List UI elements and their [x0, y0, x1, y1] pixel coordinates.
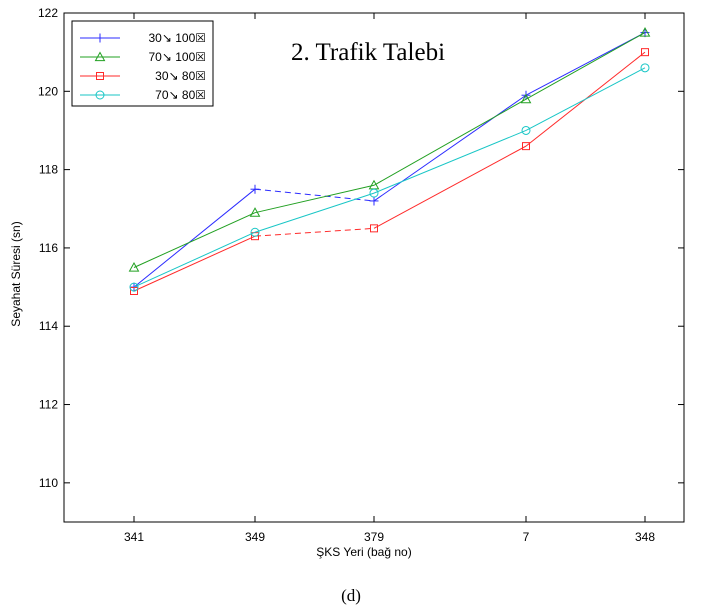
data-point: [129, 282, 139, 292]
x-tick-label: 7: [523, 530, 530, 544]
x-axis-label: ŞKS Yeri (bağ no): [316, 545, 411, 559]
x-tick-label: 379: [364, 530, 384, 544]
x-tick-label: 349: [245, 530, 265, 544]
y-axis: 110 112 114 116 118 120 122: [38, 6, 684, 490]
y-tick-label: 110: [39, 476, 58, 490]
data-point: [640, 63, 650, 73]
x-tick-label: 348: [635, 530, 655, 544]
series-segment: [525, 32, 646, 100]
series-segment: [525, 67, 646, 131]
legend-swatch-marker: [95, 33, 105, 43]
series-segment: [133, 231, 256, 288]
legend-label: 30↘ 100☒: [148, 31, 206, 45]
legend-label: 70↘ 100☒: [148, 50, 206, 64]
data-point: [641, 48, 649, 57]
data-point: [639, 27, 651, 37]
legend-swatch-marker: [95, 90, 105, 100]
data-point: [520, 93, 532, 104]
line-chart: 110 112 114 116 118 120 122 341 349 379 7 348 30↘ …: [9, 6, 685, 559]
data-point: [369, 196, 379, 206]
series-segment: [373, 94, 527, 202]
data-point: [521, 125, 531, 135]
data-point: [128, 261, 140, 272]
series-segment: [525, 32, 646, 96]
series-segment: [373, 129, 527, 194]
legend-swatch-marker: [96, 72, 104, 80]
series-segment: [373, 98, 527, 186]
y-tick-label: 112: [39, 398, 58, 412]
y-tick-label: 120: [38, 84, 58, 98]
data-point: [522, 142, 530, 151]
data-point: [130, 286, 138, 295]
y-tick-label: 118: [39, 163, 58, 177]
series-4: [129, 63, 650, 292]
x-tick-label: 341: [124, 530, 144, 544]
series-segment: [133, 212, 256, 268]
series-segment: [133, 188, 256, 288]
legend-swatch-marker: [94, 51, 106, 62]
data-point: [249, 207, 261, 217]
data-point: [370, 224, 378, 233]
x-axis: 341 349 379 7 348: [124, 13, 655, 544]
series-layer: [128, 27, 651, 295]
y-tick-label: 122: [38, 6, 58, 20]
y-tick-label: 116: [39, 241, 58, 255]
legend-label: 30↘ 80☒: [155, 69, 206, 83]
series-segment: [133, 235, 256, 292]
data-point: [250, 227, 260, 237]
legend-label: 70↘ 80☒: [155, 88, 206, 102]
series-segment: [254, 192, 375, 233]
y-axis-label: Seyahat Süresi (sn): [9, 221, 23, 326]
chart-title: 2. Trafik Talebi: [291, 39, 445, 66]
series-segment: [254, 184, 375, 214]
legend: 30↘ 100☒ 70↘ 100☒ 30↘ 80☒ 70↘ 80☒: [71, 20, 214, 107]
figure-caption: (d): [341, 586, 361, 605]
data-point: [250, 184, 260, 194]
y-tick-label: 114: [39, 319, 58, 333]
data-point: [369, 188, 379, 198]
series-segment: [373, 145, 527, 229]
legend-box: [71, 20, 214, 107]
series-2: [128, 27, 651, 272]
